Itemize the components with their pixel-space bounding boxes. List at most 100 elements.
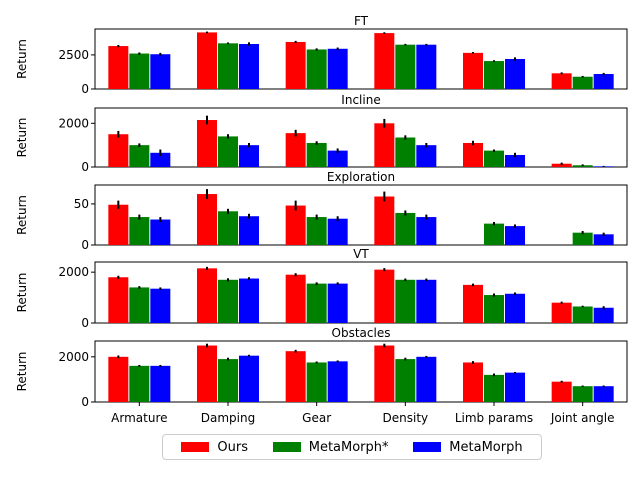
bar-ours-gear <box>285 133 306 167</box>
legend-label-ours: Ours <box>217 439 248 455</box>
bar-metamorph-joint-angle <box>593 74 614 89</box>
bar-ours-density <box>374 123 395 167</box>
axes-frame <box>94 261 628 324</box>
bar-metamorph--limb-params <box>484 61 504 89</box>
x-tick-label: Density <box>383 411 429 425</box>
legend-item-metamorph: MetaMorph <box>413 439 523 455</box>
subplot-title: Exploration <box>327 170 395 184</box>
bar-metamorph--joint-angle <box>572 76 593 89</box>
y-tick-label: 2000 <box>58 116 89 130</box>
bar-metamorph--damping <box>218 43 238 89</box>
bar-metamorph-gear <box>327 150 348 167</box>
bar-metamorph-armature <box>150 54 171 89</box>
legend-swatch-ours <box>181 442 210 452</box>
bar-metamorph-limb-params <box>505 226 525 245</box>
y-tick-label: 50 <box>74 197 89 211</box>
x-tick-label: Gear <box>302 411 331 425</box>
bar-metamorph-damping <box>239 278 259 323</box>
bar-ours-joint-angle <box>551 163 572 167</box>
bar-metamorph-limb-params <box>505 59 525 89</box>
y-tick-label: 0 <box>81 160 89 174</box>
bar-ours-damping <box>197 268 217 323</box>
bar-metamorph--density <box>395 212 416 245</box>
x-tick-label: Limb params <box>455 411 533 425</box>
bar-metamorph-density <box>416 217 437 245</box>
bar-ours-density <box>374 345 395 402</box>
y-axis-label: Return <box>15 352 29 392</box>
bar-ours-gear <box>285 351 306 402</box>
bar-metamorph--armature <box>129 217 150 245</box>
bar-ours-density <box>374 196 395 245</box>
bar-ours-limb-params <box>463 362 483 402</box>
axes-frame <box>94 340 628 403</box>
bar-metamorph-density <box>416 356 437 402</box>
x-tick-label: Joint angle <box>550 411 615 425</box>
bar-metamorph--limb-params <box>484 374 504 402</box>
bar-metamorph-density <box>416 44 437 89</box>
bar-metamorph-density <box>416 145 437 167</box>
y-tick-label: 2000 <box>58 265 89 279</box>
bar-metamorph--density <box>395 44 416 89</box>
bar-metamorph--density <box>395 359 416 402</box>
y-axis-label: Return <box>15 39 29 79</box>
y-axis-label: Return <box>15 118 29 158</box>
y-tick-label: 0 <box>81 395 89 409</box>
y-axis-label: Return <box>15 195 29 235</box>
bar-metamorph-damping <box>239 44 259 89</box>
legend-item-ours: Ours <box>181 440 248 455</box>
bar-metamorph-gear <box>327 361 348 402</box>
bar-metamorph--damping <box>218 359 238 402</box>
bar-metamorph-limb-params <box>505 372 525 402</box>
bar-metamorph-armature <box>150 152 171 167</box>
axes-frame <box>94 28 628 90</box>
bar-metamorph--joint-angle <box>572 386 593 402</box>
legend-label-metamorph: MetaMorph <box>449 439 523 455</box>
axes-frame <box>94 107 628 168</box>
bar-ours-armature <box>108 277 129 323</box>
bar-metamorph--armature <box>129 53 150 89</box>
bar-ours-damping <box>197 345 217 402</box>
bar-ours-damping <box>197 32 217 89</box>
y-axis-label: Return <box>15 273 29 313</box>
bar-ours-damping <box>197 194 217 245</box>
bar-metamorph-damping <box>239 216 259 245</box>
bar-metamorph--gear <box>306 142 327 167</box>
bar-metamorph--gear <box>306 283 327 323</box>
bar-metamorph--gear <box>306 362 327 402</box>
bar-metamorph--joint-angle <box>572 232 593 245</box>
y-tick-label: 0 <box>81 238 89 252</box>
legend-item-metamorph-star: MetaMorph* <box>272 440 389 455</box>
subplot-title: Obstacles <box>332 326 391 340</box>
bar-ours-gear <box>285 205 306 245</box>
bar-metamorph--damping <box>218 279 238 323</box>
bar-metamorph-armature <box>150 365 171 402</box>
bar-metamorph--gear <box>306 217 327 245</box>
bar-metamorph--gear <box>306 49 327 89</box>
bar-metamorph-density <box>416 279 437 323</box>
bar-ours-armature <box>108 134 129 167</box>
bar-metamorph-gear <box>327 48 348 89</box>
bar-ours-density <box>374 33 395 89</box>
y-tick-label: 0 <box>81 316 89 330</box>
bar-ours-limb-params <box>463 284 483 323</box>
y-tick-label: 2500 <box>58 48 89 62</box>
bar-metamorph-gear <box>327 283 348 323</box>
bar-metamorph--limb-params <box>484 150 504 167</box>
legend: Ours MetaMorph* MetaMorph <box>162 434 542 460</box>
bar-ours-joint-angle <box>551 302 572 323</box>
bar-metamorph--density <box>395 279 416 323</box>
bar-metamorph--limb-params <box>484 295 504 323</box>
bar-metamorph--armature <box>129 145 150 167</box>
bar-ours-joint-angle <box>551 381 572 402</box>
legend-swatch-metamorph <box>413 442 442 452</box>
legend-swatch-metamorph-star <box>272 442 301 452</box>
bar-metamorph--density <box>395 137 416 167</box>
bar-metamorph-limb-params <box>505 154 525 167</box>
bar-metamorph--joint-angle <box>572 306 593 323</box>
bar-metamorph-gear <box>327 218 348 245</box>
bar-metamorph-limb-params <box>505 293 525 323</box>
y-tick-label: 2000 <box>58 350 89 364</box>
bar-ours-armature <box>108 356 129 402</box>
bar-metamorph-damping <box>239 145 259 167</box>
